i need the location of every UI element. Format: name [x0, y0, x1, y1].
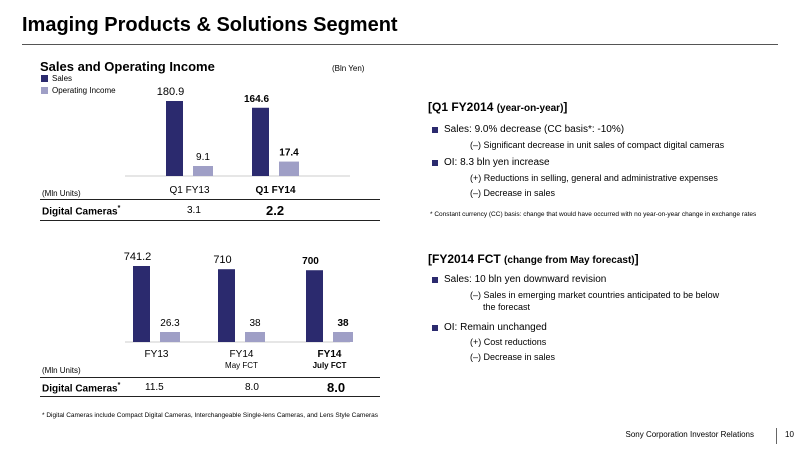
bar-sales [133, 266, 150, 342]
sales-value-label: 741.2 [124, 251, 152, 263]
legend-operating-income: Operating Income [41, 86, 116, 95]
fy-sales-sub-cont: the forecast [483, 302, 531, 312]
legend-sales-label: Sales [52, 74, 73, 83]
bullet-square-icon [432, 126, 438, 133]
bar-operating-income [193, 166, 213, 176]
fy-section-heading: [FY2014 FCT (change from May forecast)] [428, 252, 639, 266]
q1-camera-value: 2.2 [266, 203, 285, 218]
footnote: * Digital Cameras include Compact Digita… [42, 412, 378, 419]
bar-operating-income [279, 161, 299, 176]
category-label: FY13 [145, 349, 169, 360]
q1-sales-bullet: Sales: 9.0% decrease (CC basis*: -10%) [432, 124, 624, 135]
fy-units-label: (Mln Units) [42, 366, 81, 375]
q1-sales-text: Sales: 9.0% decrease (CC basis*: -10%) [444, 124, 625, 135]
q1-oi-bullet: OI: 8.3 bln yen increase [432, 157, 550, 168]
category-label: FY14 [230, 349, 254, 360]
category-label: Q1 FY13 [169, 185, 209, 196]
fy-camera-star: * [117, 382, 121, 389]
q1-camera-star: * [117, 205, 121, 212]
bar-sales [252, 107, 269, 176]
q1-row-rule-bottom [40, 220, 380, 221]
oi-value-label: 26.3 [160, 318, 180, 329]
title-divider [22, 44, 778, 45]
fy-oi-bullet: OI: Remain unchanged [432, 322, 547, 333]
bar-sales [306, 270, 323, 342]
cc-note: * Constant currency (CC) basis: change t… [430, 211, 757, 218]
fy-oi-sub: (+) Cost reductions [470, 337, 547, 347]
q1-row-rule-top [40, 199, 380, 200]
fy-sales-text: Sales: 10 bln yen downward revision [444, 274, 607, 285]
q1-heading-main: Q1 FY2014 [432, 100, 494, 114]
q1-camera-label-text: Digital Cameras [42, 206, 118, 218]
fy-heading-small: (change from May forecast) [504, 255, 635, 266]
q1-units-label: (Mln Units) [42, 189, 81, 198]
fy-camera-label: Digital Cameras* [42, 382, 120, 394]
fy-oi-text: OI: Remain unchanged [444, 322, 547, 333]
q1-heading-close-bracket: ] [563, 100, 568, 114]
footer-divider [776, 428, 777, 444]
q1-oi-text: OI: 8.3 bln yen increase [444, 157, 550, 168]
fy-camera-label-text: Digital Cameras [42, 383, 118, 395]
fy-heading-close-bracket: ] [634, 252, 639, 266]
oi-value-label: 38 [337, 318, 349, 329]
fy-camera-value: 11.5 [145, 382, 164, 393]
category-sublabel: May FCT [225, 361, 258, 370]
fy-heading-open-bracket: [ [428, 252, 432, 266]
fy-sales-sub: (–) Sales in emerging market countries a… [470, 290, 720, 300]
footer-text: Sony Corporation Investor Relations [625, 430, 754, 439]
q1-camera-value: 3.1 [187, 205, 201, 216]
fy-heading-main: FY2014 FCT [432, 252, 501, 266]
fy-camera-value: 8.0 [327, 380, 346, 395]
q1-camera-label: Digital Cameras* [42, 205, 120, 217]
chart-unit: (Bln Yen) [332, 64, 365, 73]
bullet-square-icon [432, 276, 438, 283]
oi-value-label: 38 [249, 318, 261, 329]
sales-value-label: 180.9 [157, 86, 185, 98]
fy-row-rule-bottom [40, 396, 380, 397]
fy-sales-bullet: Sales: 10 bln yen downward revision [432, 274, 606, 285]
page-title: Imaging Products & Solutions Segment [22, 14, 398, 36]
oi-value-label: 17.4 [279, 148, 299, 159]
bullet-square-icon [432, 324, 438, 331]
fy-row-rule-top [40, 377, 380, 378]
legend-sales: Sales [41, 74, 72, 83]
q1-oi-sub: (–) Decrease in sales [470, 188, 556, 198]
sales-value-label: 710 [213, 254, 231, 266]
q1-heading-small: (year-on-year) [496, 103, 564, 114]
bar-operating-income [245, 332, 265, 342]
legend-sales-swatch [41, 75, 48, 82]
category-label: FY14 [318, 349, 342, 360]
sales-value-label: 700 [302, 256, 319, 267]
oi-value-label: 9.1 [196, 152, 210, 163]
bar-operating-income [160, 332, 180, 342]
category-label: Q1 FY14 [255, 185, 295, 196]
q1-heading-open-bracket: [ [428, 100, 432, 114]
bar-sales [166, 101, 183, 176]
sales-value-label: 164.6 [244, 94, 269, 105]
bullet-square-icon [432, 159, 438, 166]
fy-oi-sub: (–) Decrease in sales [470, 352, 556, 362]
bar-sales [218, 269, 235, 342]
q1-sales-sub: (–) Significant decrease in unit sales o… [470, 140, 725, 150]
category-sublabel: July FCT [313, 361, 347, 370]
fy-camera-value: 8.0 [245, 382, 259, 393]
q1-oi-sub: (+) Reductions in selling, general and a… [470, 173, 718, 183]
bar-operating-income [333, 332, 353, 342]
legend-oi-swatch [41, 87, 48, 94]
legend-oi-label: Operating Income [52, 86, 116, 95]
page-number: 10 [785, 430, 794, 439]
chart-title: Sales and Operating Income [40, 59, 215, 74]
q1-section-heading: [Q1 FY2014 (year-on-year)] [428, 100, 567, 114]
